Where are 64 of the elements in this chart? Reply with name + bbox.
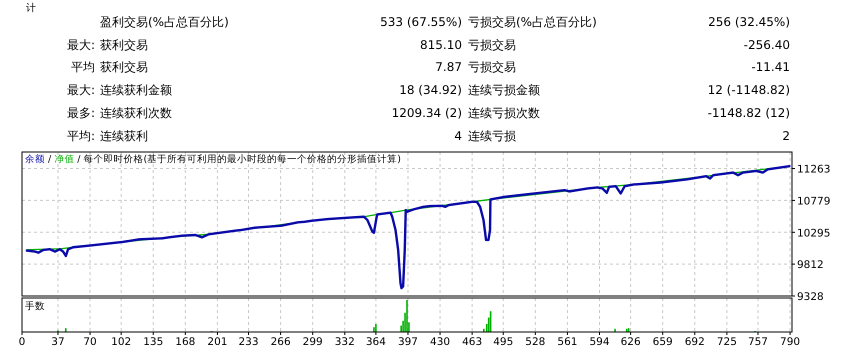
x-tick-label: 659 [652, 336, 673, 347]
text: 533 (67.55%) [380, 15, 462, 29]
x-tick-label: 397 [398, 336, 418, 347]
x-tick-label: 70 [83, 336, 97, 347]
x-tick-label: 594 [589, 336, 610, 347]
text: 计 [26, 2, 36, 14]
text: 亏损交易 [468, 38, 516, 52]
x-tick-label: 168 [175, 336, 196, 347]
text: 盈利交易(%占总百分比) [100, 15, 229, 29]
y-axis-title: 手数 [25, 300, 45, 312]
x-tick-label: 463 [462, 336, 482, 347]
annotation: / [45, 154, 54, 165]
y-tick-label: 10295 [797, 227, 830, 240]
x-tick-label: 201 [207, 336, 228, 347]
chart-title: 每个即时价格(基于所有可利用的最小时段的每一个价格的分形插值计算) [84, 153, 401, 165]
text: 连续获利次数 [100, 106, 172, 120]
text: 最大: [66, 83, 95, 97]
x-tick-label: 430 [430, 336, 450, 347]
text: 亏损交易 [468, 60, 516, 74]
x-tick-label: 561 [557, 336, 578, 347]
text: 1209.34 (2) [392, 106, 462, 120]
text: 连续获利金额 [100, 83, 172, 97]
text: -256.40 [744, 38, 790, 52]
text: 256 (32.45%) [708, 15, 790, 29]
text: 连续亏损 [468, 129, 516, 143]
text: 连续获利 [100, 129, 148, 143]
text: 获利交易 [100, 60, 148, 74]
x-tick-label: 233 [238, 336, 259, 347]
x-tick-label: 332 [334, 336, 355, 347]
text: -11.41 [751, 60, 790, 74]
x-tick-label: 495 [493, 336, 514, 347]
x-tick-label: 102 [111, 336, 132, 347]
x-tick-label: 37 [51, 336, 65, 347]
y-tick-label: 9328 [797, 291, 824, 303]
x-tick-label: 692 [684, 336, 705, 347]
text: 获利交易 [100, 38, 148, 52]
x-tick-label: 135 [143, 336, 164, 347]
x-tick-label: 299 [302, 336, 323, 347]
x-tick-label: 0 [18, 336, 26, 347]
x-tick-label: 626 [620, 336, 641, 347]
x-tick-label: 364 [366, 336, 386, 347]
text: 12 (-1148.82) [708, 83, 790, 97]
text: 7.87 [435, 60, 462, 74]
text: 连续亏损次数 [468, 106, 540, 120]
x-tick-label: 790 [780, 336, 800, 347]
text: 最多: [66, 106, 95, 120]
x-tick-label: 725 [716, 336, 737, 347]
text: 连续亏损金额 [468, 83, 540, 97]
text: 815.10 [420, 38, 462, 52]
text: 4 [454, 129, 462, 143]
y-tick-label: 9812 [797, 259, 824, 272]
text: 最大: [66, 38, 95, 52]
x-tick-label: 528 [525, 336, 546, 347]
x-tick-label: 757 [748, 336, 768, 347]
text: 平均: [66, 129, 95, 143]
text: 2 [782, 129, 790, 143]
y-tick-label: 10779 [797, 195, 830, 208]
text: -1148.82 (12) [708, 106, 790, 120]
y-tick-label: 11263 [797, 164, 830, 176]
text: 平均 [71, 60, 95, 74]
annotation: / [74, 154, 84, 165]
x-tick-label: 266 [270, 336, 291, 347]
text: 亏损交易(%占总百分比) [468, 15, 597, 29]
text: 18 (34.92) [399, 83, 462, 97]
